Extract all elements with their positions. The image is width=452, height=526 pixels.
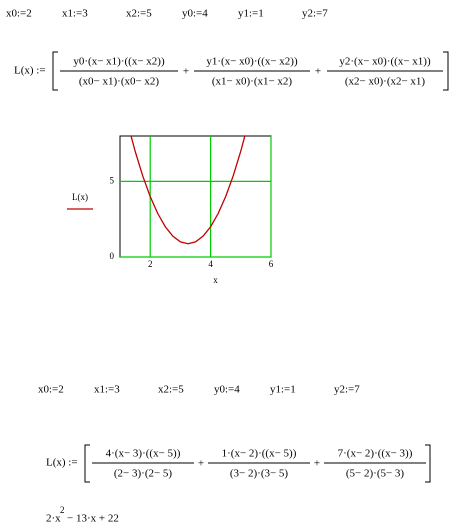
operator: +: [198, 458, 204, 470]
denominator: (3− 2)·(3− 5): [230, 468, 289, 480]
definition: x1:=3: [62, 8, 88, 20]
denominator: (5− 2)·(5− 3): [346, 468, 405, 480]
result-exponent: 2: [60, 505, 65, 515]
definition: y1:=1: [270, 384, 296, 396]
definition: y2:=7: [302, 8, 328, 20]
definition: y2:=7: [334, 384, 360, 396]
numerator: 7·(x− 2)·((x− 3)): [338, 448, 413, 460]
denominator: (x2− x0)·(x2− x1): [345, 76, 426, 88]
y-tick-label: 5: [110, 175, 115, 185]
denominator: (x1− x0)·(x1− x2): [212, 76, 293, 88]
definition: y0:=4: [182, 8, 208, 20]
definition: y1:=1: [238, 8, 264, 20]
plot-frame: [119, 135, 272, 258]
formula-lhs: L(x) :=: [46, 457, 78, 469]
bracket: [52, 51, 58, 91]
x-tick-label: 6: [269, 259, 274, 269]
x-tick-label: 2: [148, 259, 153, 269]
operator: +: [314, 458, 320, 470]
numerator: y0·(x− x1)·((x− x2)): [73, 56, 165, 68]
legend-label: L(x): [72, 192, 88, 202]
definition: x1:=3: [94, 384, 120, 396]
series-line: [130, 136, 246, 245]
formula-lhs: L(x) :=: [14, 65, 46, 77]
denominator: (x0− x1)·(x0− x2): [79, 76, 160, 88]
bracket: [84, 444, 90, 483]
x-tick-label: 4: [208, 259, 213, 269]
numerator: y1·(x− x0)·((x− x2)): [206, 56, 298, 68]
definition: x2:=5: [158, 384, 184, 396]
bracket: [443, 51, 449, 91]
bracket: [425, 444, 431, 483]
numerator: 4·(x− 3)·((x− 5)): [106, 448, 181, 460]
definition: y0:=4: [214, 384, 240, 396]
denominator: (2− 3)·(2− 5): [114, 468, 173, 480]
numerator: y2·(x− x0)·((x− x1)): [339, 56, 431, 68]
y-tick-label: 0: [110, 251, 115, 261]
result-rest: − 13·x + 22: [67, 513, 119, 525]
operator: +: [315, 66, 321, 78]
definition: x2:=5: [126, 8, 152, 20]
definition: x0:=2: [6, 8, 32, 20]
result-base: 2·x: [46, 513, 61, 525]
definition: x0:=2: [38, 384, 64, 396]
operator: +: [183, 66, 189, 78]
x-axis-label: x: [213, 275, 218, 285]
numerator: 1·(x− 2)·((x− 5)): [222, 448, 297, 460]
